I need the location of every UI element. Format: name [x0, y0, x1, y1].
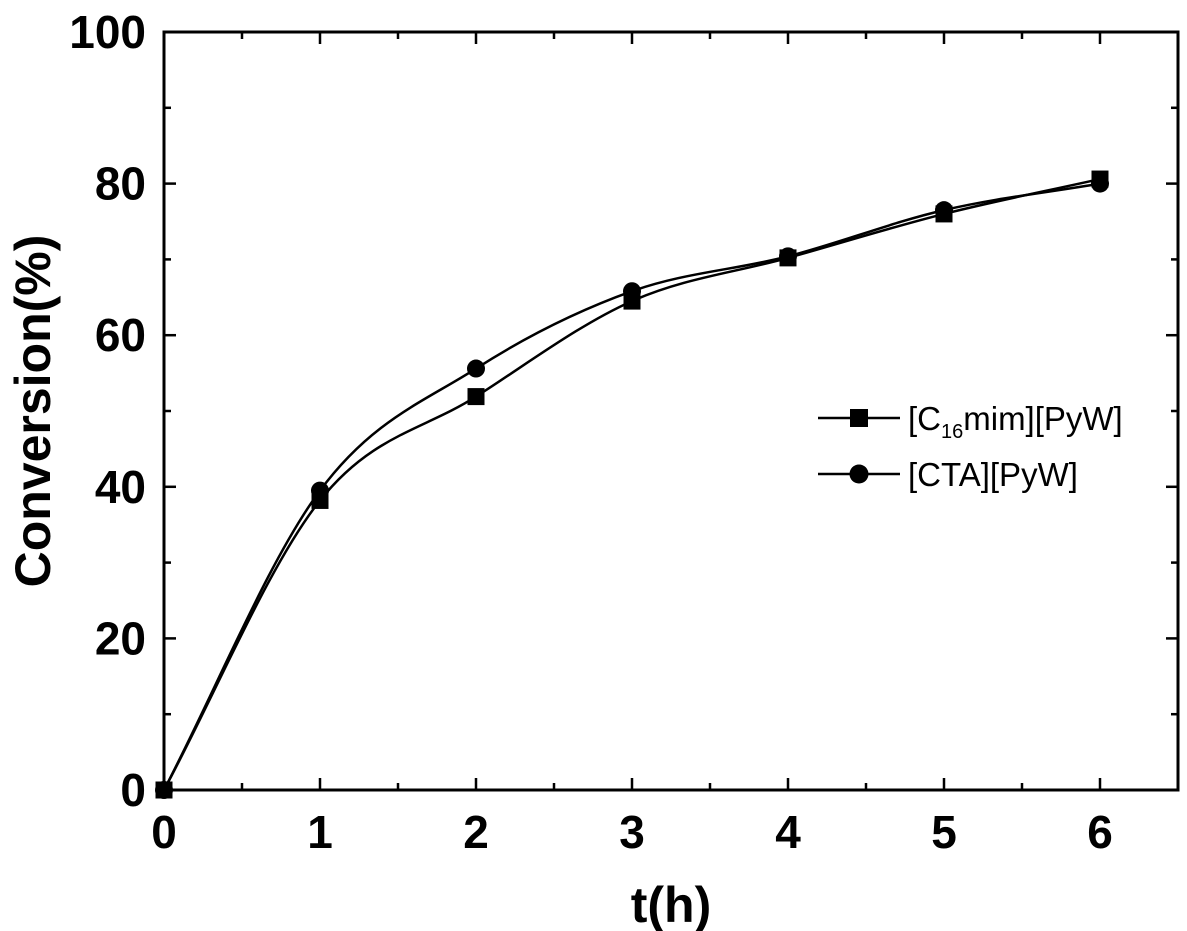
y-tick-label: 20: [95, 612, 146, 664]
series-markers: [155, 170, 1109, 799]
y-tick-label: 80: [95, 158, 146, 210]
x-tick-label: 6: [1087, 806, 1113, 858]
y-tick-label: 0: [120, 764, 146, 816]
x-axis-title: t(h): [631, 877, 712, 931]
y-tick-label: 100: [69, 6, 146, 58]
legend-label-series-2: [CTA][PyW]: [908, 456, 1078, 493]
y-tick-label: 60: [95, 309, 146, 361]
x-axis: 0 1 2 3 4 5 6: [151, 32, 1180, 858]
series-2-point: [623, 282, 641, 301]
x-tick-label: 2: [463, 806, 489, 858]
series-2-point: [1091, 174, 1109, 193]
y-tick-label: 40: [95, 461, 146, 513]
x-tick-label: 1: [307, 806, 333, 858]
y-axis-title: Conversion(%): [5, 235, 61, 588]
x-tick-label: 3: [619, 806, 645, 858]
series-2-point: [311, 481, 329, 500]
legend-marker-circle: [849, 464, 869, 484]
y-axis: 0 20 40 60 80 100: [69, 6, 1178, 816]
legend-marker-square: [850, 409, 868, 427]
series-1-point: [467, 388, 485, 406]
x-tick-label: 4: [775, 806, 801, 858]
legend-label-series-1: [C16mim][PyW]: [908, 400, 1123, 443]
series-2-point: [155, 781, 173, 799]
series-2-point: [935, 201, 953, 220]
series-2-point: [779, 247, 797, 266]
x-tick-label: 5: [931, 806, 957, 858]
x-tick-label: 0: [151, 806, 177, 858]
series-2-point: [467, 359, 485, 378]
legend: [C16mim][PyW] [CTA][PyW]: [818, 400, 1123, 493]
